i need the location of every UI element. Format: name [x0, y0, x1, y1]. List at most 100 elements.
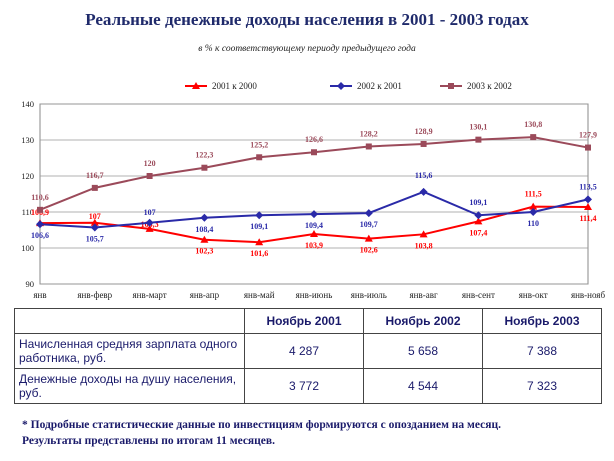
data-point-square	[585, 144, 591, 151]
data-point-triangle	[200, 235, 209, 243]
data-label: 111,5	[525, 190, 542, 199]
data-label: 103,8	[415, 241, 433, 250]
x-tick-label: янв-май	[244, 290, 275, 300]
y-tick-label: 140	[21, 99, 34, 109]
data-point-triangle	[474, 217, 483, 225]
data-point-diamond	[584, 195, 592, 204]
data-label: 110	[527, 219, 539, 228]
data-label: 103,9	[305, 241, 323, 250]
table-cell: 5 658	[363, 333, 483, 369]
data-label: 128,2	[360, 129, 378, 138]
data-label: 127,9	[579, 131, 597, 140]
x-tick-label: янв-апр	[190, 290, 220, 300]
table-cell: 7 388	[482, 333, 602, 369]
line-chart: 2001 к 2000 2002 к 2001 2003 к 2002 90 100 1…	[21, 81, 605, 300]
y-tick-label: 120	[21, 171, 34, 181]
footnote-line: Результаты представлены по итогам 11 мес…	[22, 435, 275, 447]
x-tick-label: янв-март	[133, 290, 167, 300]
data-point-diamond	[90, 223, 99, 232]
table-row: Начисленная средняя зарплата одного рабо…	[14, 333, 602, 369]
x-tick-label: янв-нояб	[571, 290, 605, 300]
data-label: 122,3	[195, 151, 213, 160]
data-label: 106,6	[31, 231, 49, 240]
data-table: Ноябрь 2001 Ноябрь 2002 Ноябрь 2003 Начи…	[14, 308, 602, 404]
data-point-square	[311, 149, 317, 156]
data-label: 110,6	[31, 193, 49, 202]
data-point-triangle	[310, 229, 318, 237]
footnote-line: * Подробные статистические данные по инв…	[22, 419, 501, 431]
row-label: Денежные доходы на душу населения, руб.	[14, 368, 245, 404]
x-tick-label: янв-февр	[77, 290, 112, 300]
chart-grid	[39, 103, 589, 285]
data-point-triangle	[90, 218, 99, 226]
chart-axes: 90 100 110 120 130 140 янв янв-февр янв-март янв-…	[21, 99, 605, 300]
legend-label: 2001 к 2000	[212, 81, 257, 91]
data-point-square	[256, 154, 263, 161]
row-label: Начисленная средняя зарплата одного рабо…	[14, 333, 245, 369]
data-label: 115,6	[415, 171, 433, 180]
x-tick-label: янв-окт	[519, 290, 548, 300]
data-point-triangle	[529, 202, 538, 210]
x-tick-label: янв-июль	[351, 290, 387, 300]
data-label: 113,5	[579, 182, 597, 191]
data-point-square	[91, 184, 98, 191]
data-point-diamond	[145, 218, 154, 227]
data-label: 108,4	[195, 225, 213, 234]
x-tick-label: янв	[33, 290, 46, 300]
data-point-triangle	[145, 224, 154, 232]
data-point-diamond	[364, 209, 373, 218]
data-label: 107	[144, 208, 156, 217]
chart-legend: 2001 к 2000 2002 к 2001 2003 к 2002	[185, 81, 512, 91]
legend-label: 2003 к 2002	[467, 81, 512, 91]
y-tick-label: 130	[21, 135, 34, 145]
chart-series: 106,9107105,3102,3101,6103,9102,6103,810…	[31, 120, 597, 258]
chart-title: Реальные денежные доходы населения в 200…	[85, 10, 529, 29]
data-point-diamond	[36, 220, 44, 229]
data-label: 109,1	[250, 222, 268, 231]
data-point-diamond	[337, 82, 345, 90]
data-point-diamond	[255, 211, 264, 220]
data-point-diamond	[310, 210, 318, 219]
data-label: 102,3	[195, 247, 213, 256]
table-cell: 4 287	[244, 333, 364, 369]
data-point-square	[475, 136, 482, 143]
table-header-cell: Ноябрь 2001	[244, 308, 364, 334]
y-tick-label: 100	[21, 243, 34, 253]
data-label: 109,7	[360, 220, 378, 229]
chart-subtitle: в % к соответствующему периоду предыдуще…	[198, 44, 416, 54]
data-point-diamond	[474, 211, 483, 220]
data-label: 101,6	[250, 249, 268, 258]
data-point-triangle	[419, 230, 428, 238]
plot-frame	[39, 103, 589, 285]
data-label: 109,1	[469, 198, 487, 207]
data-label: 130,1	[469, 123, 487, 132]
data-label: 109,4	[305, 221, 323, 230]
legend-label: 2002 к 2001	[357, 81, 402, 91]
x-tick-label: янв-июнь	[296, 290, 333, 300]
series-line	[39, 136, 589, 211]
data-label: 120	[144, 159, 156, 168]
data-label: 116,7	[86, 171, 104, 180]
x-tick-label: янв-сент	[462, 290, 495, 300]
data-point-square	[37, 206, 43, 213]
data-label: 130,8	[524, 120, 542, 129]
table-cell: 4 544	[363, 368, 483, 404]
data-label: 126,6	[305, 135, 323, 144]
data-point-diamond	[200, 213, 209, 222]
data-point-diamond	[529, 208, 538, 216]
data-point-square	[201, 164, 208, 171]
data-label: 107,4	[469, 228, 487, 237]
data-point-triangle	[255, 238, 264, 246]
y-tick-label: 90	[26, 279, 35, 289]
data-point-square	[420, 140, 427, 147]
table-header-cell: Ноябрь 2003	[482, 308, 602, 334]
data-point-triangle	[364, 234, 373, 242]
data-point-square	[530, 134, 537, 141]
data-label: 111,4	[579, 214, 596, 223]
data-point-triangle	[584, 202, 592, 210]
data-label: 128,9	[415, 127, 433, 136]
data-label: 105,7	[86, 234, 104, 243]
table-header-row: Ноябрь 2001 Ноябрь 2002 Ноябрь 2003	[14, 308, 602, 334]
table-cell: 3 772	[244, 368, 364, 404]
footnote: * Подробные статистические данные по инв…	[22, 417, 612, 449]
